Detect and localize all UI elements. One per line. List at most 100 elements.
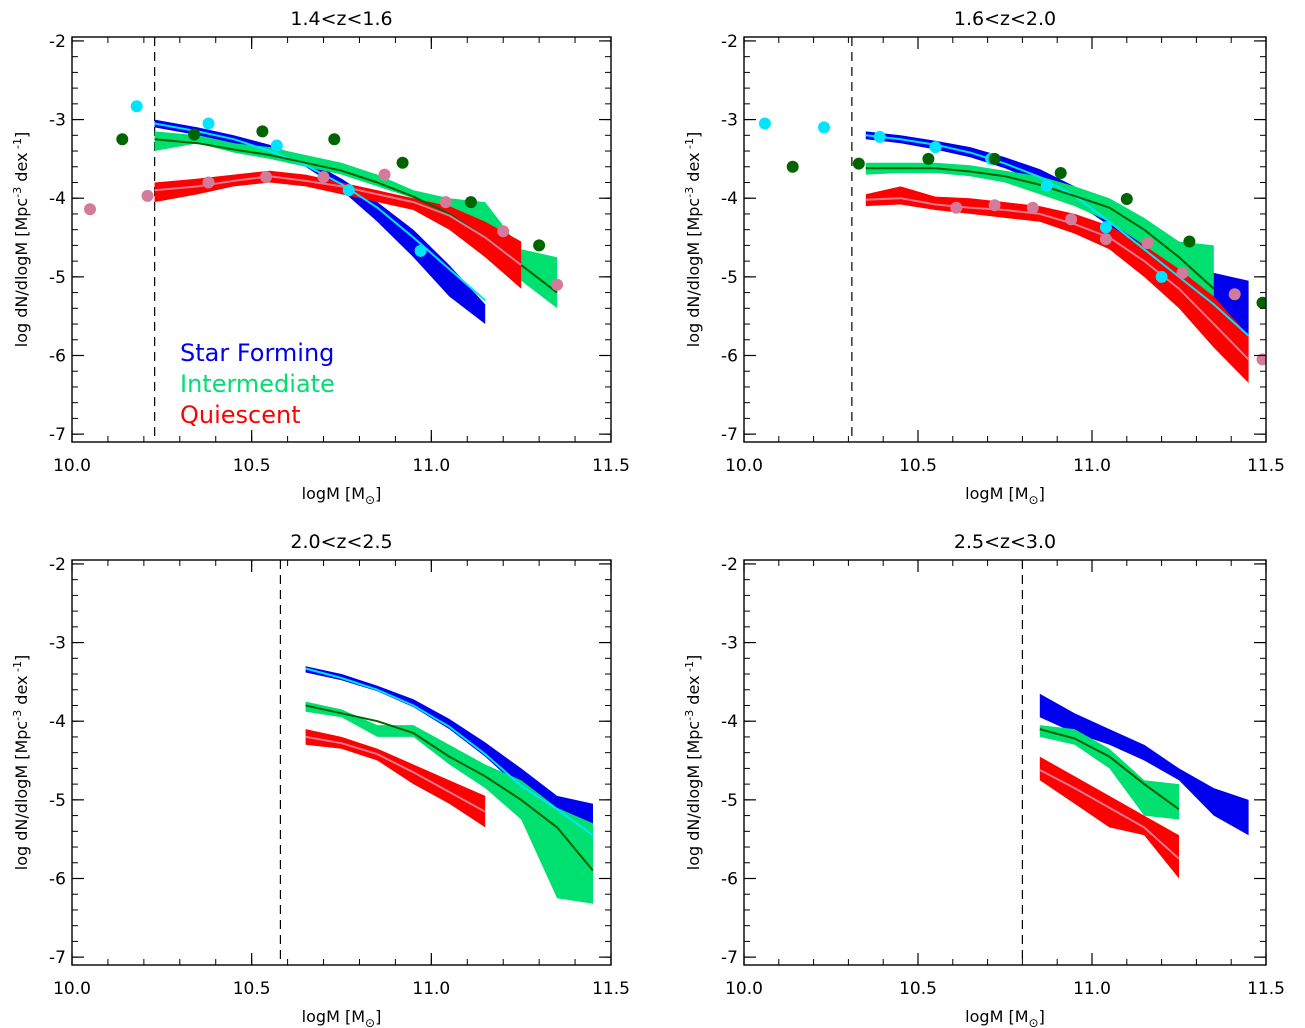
- plot-frame: [71, 559, 612, 966]
- y-tick-label: -7: [721, 948, 738, 968]
- data-point-quiescent: [1065, 213, 1078, 226]
- data-point-intermediate: [188, 128, 201, 141]
- y-axis-label-superscript: -3: [11, 710, 24, 721]
- data-point-star-forming: [1155, 270, 1168, 283]
- y-tick-label: -2: [49, 555, 66, 575]
- y-tick-label: -6: [721, 346, 738, 366]
- data-point-intermediate: [1120, 193, 1133, 205]
- x-tick-label: 11.0: [412, 456, 450, 476]
- line-quiescent: [1039, 769, 1180, 860]
- data-point-star-forming: [758, 117, 771, 130]
- plot-frame: [743, 559, 1267, 966]
- y-tick-label: -7: [49, 948, 66, 968]
- data-point-star-forming: [202, 117, 215, 130]
- line-star-forming: [865, 134, 1250, 337]
- data-point-star-forming: [1040, 179, 1053, 192]
- y-axis-label-close: ]: [684, 132, 703, 138]
- line-intermediate: [305, 704, 594, 872]
- y-tick-label: -7: [721, 425, 738, 445]
- x-axis-label-subscript: ⊙: [1029, 1016, 1039, 1028]
- data-point-intermediate: [328, 133, 341, 146]
- legend-label-star-forming: Star Forming: [180, 339, 334, 367]
- data-point-intermediate: [464, 196, 477, 209]
- panel-title: 1.4<z<1.6: [290, 8, 392, 30]
- y-axis-label-superscript: -3: [683, 187, 696, 198]
- x-axis-label-close: ]: [375, 1007, 381, 1026]
- data-point-intermediate: [396, 156, 409, 169]
- data-point-quiescent: [1026, 201, 1039, 214]
- plot-frame: [743, 36, 1267, 443]
- panel-title: 2.0<z<2.5: [290, 531, 392, 553]
- data-point-quiescent: [1256, 353, 1266, 366]
- line-star-forming: [305, 667, 594, 837]
- x-tick-label: 11.5: [592, 979, 630, 999]
- y-axis-label-superscript: -1: [683, 138, 696, 152]
- y-tick-label: -2: [49, 32, 66, 52]
- chart-panel-1: 10.0 10.5 11.0 11.5 -2 -3 -4 -5 -6 -7 1.4<z<1.6 log…: [11, 8, 630, 507]
- data-point-intermediate: [922, 152, 935, 165]
- data-point-star-forming: [270, 139, 283, 152]
- y-tick-label: -3: [49, 111, 66, 131]
- band-intermediate: [1039, 725, 1179, 820]
- y-axis-label-superscript: -3: [683, 710, 696, 721]
- data-point-quiescent: [950, 201, 963, 214]
- band-quiescent: [305, 729, 486, 828]
- x-tick-label: 10.0: [725, 979, 763, 999]
- y-tick-label: -5: [721, 791, 738, 811]
- x-axis-label-subscript: ⊙: [365, 1016, 375, 1028]
- x-tick-label: 11.5: [1247, 979, 1285, 999]
- x-tick-label: 10.5: [899, 979, 937, 999]
- plot-area: [279, 560, 594, 965]
- y-tick-label: -4: [49, 712, 66, 732]
- x-tick-label: 10.0: [53, 979, 91, 999]
- x-axis-label: logM [M⊙]: [965, 484, 1045, 507]
- x-axis-label-subscript: ⊙: [1029, 493, 1039, 507]
- band-quiescent: [154, 170, 522, 289]
- data-point-quiescent: [1141, 237, 1154, 249]
- plot-area: [84, 37, 564, 442]
- panel-title: 1.6<z<2.0: [954, 8, 1056, 30]
- y-tick-label: -4: [721, 189, 738, 209]
- x-axis-label: logM [M⊙]: [302, 484, 382, 507]
- x-axis-label-close: ]: [1039, 484, 1045, 503]
- data-point-quiescent: [84, 203, 96, 216]
- y-axis-label-dex: dex: [12, 153, 31, 187]
- y-axis-label-close: ]: [12, 655, 31, 661]
- y-tick-label: -5: [721, 268, 738, 288]
- data-point-intermediate: [852, 157, 865, 170]
- y-axis-label: log dN/dlogM [Mpc-3 dex -1]: [683, 132, 703, 347]
- data-point-quiescent: [141, 189, 154, 202]
- plot-area: [1021, 560, 1249, 965]
- band-quiescent: [1039, 756, 1179, 879]
- data-point-intermediate: [786, 160, 799, 173]
- y-tick-label: -3: [49, 634, 66, 654]
- y-axis-label-superscript: -3: [11, 187, 24, 198]
- x-tick-label: 11.5: [592, 456, 630, 476]
- x-tick-label: 11.0: [1073, 979, 1111, 999]
- line-intermediate: [154, 138, 558, 294]
- data-point-star-forming: [414, 244, 427, 257]
- x-tick-label: 11.5: [1247, 456, 1285, 476]
- plot-area: [758, 37, 1266, 442]
- y-tick-label: -2: [721, 555, 738, 575]
- y-axis-label-dex: dex: [684, 676, 703, 710]
- legend-label-intermediate: Intermediate: [180, 370, 335, 398]
- data-point-intermediate: [1256, 296, 1266, 309]
- data-point-quiescent: [260, 171, 272, 183]
- data-point-star-forming: [873, 130, 886, 143]
- data-point-star-forming: [342, 184, 355, 197]
- y-tick-label: -7: [49, 425, 66, 445]
- x-tick-label: 10.5: [233, 456, 271, 476]
- data-point-quiescent: [378, 168, 391, 181]
- data-point-intermediate: [1183, 235, 1196, 248]
- band-quiescent: [865, 186, 1249, 383]
- data-point-star-forming: [1099, 221, 1112, 234]
- data-point-quiescent: [1099, 233, 1112, 246]
- data-point-quiescent: [439, 196, 452, 209]
- data-point-intermediate: [116, 133, 129, 146]
- data-point-quiescent: [317, 171, 330, 183]
- x-axis-label-subscript: ⊙: [365, 493, 375, 507]
- y-tick-label: -2: [721, 32, 738, 52]
- y-axis-label: log dN/dlogM [Mpc-3 dex -1]: [11, 132, 31, 347]
